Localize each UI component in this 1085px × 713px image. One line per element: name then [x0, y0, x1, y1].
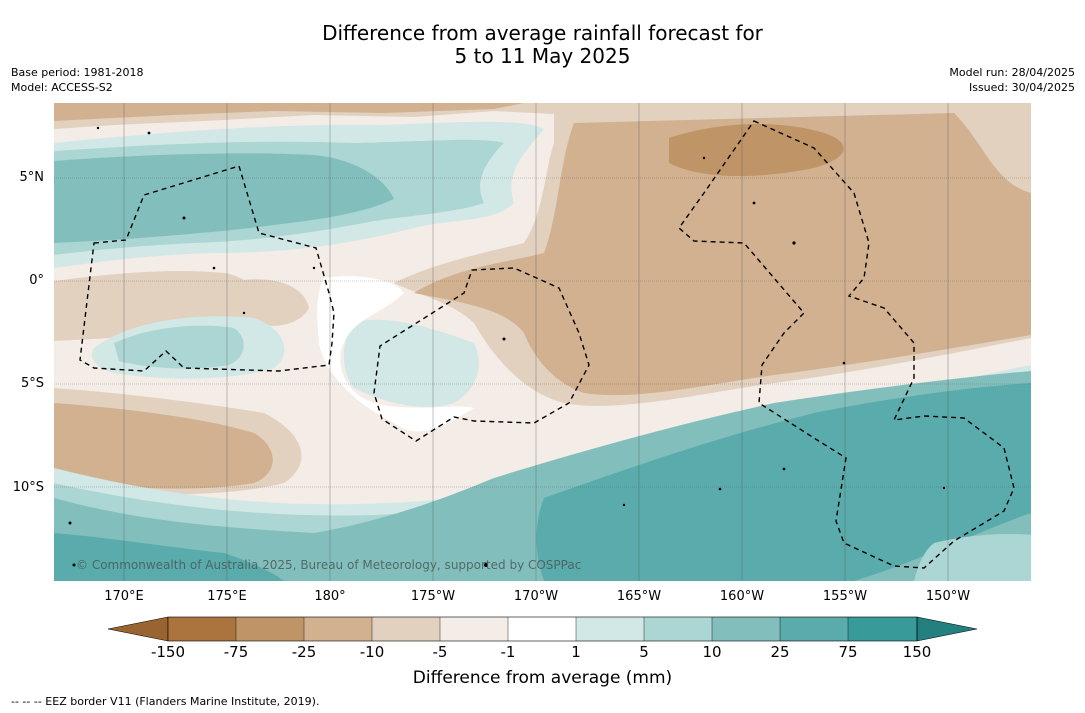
colorbar-bin-9	[712, 617, 780, 641]
lon-label-170e: 170°E	[104, 589, 144, 604]
lon-label-175e: 175°E	[207, 589, 247, 604]
lon-label-180: 180°	[314, 589, 346, 604]
region-wet-south-4	[536, 383, 1031, 581]
colorbar-bin-1	[168, 617, 236, 641]
colorbar-bin-2	[236, 617, 304, 641]
colorbar-bin-11	[848, 617, 917, 641]
issued-date: Issued: 30/04/2025	[968, 81, 1075, 94]
region-wet-northwest-3	[54, 153, 394, 243]
colorbar	[108, 616, 978, 642]
lon-label-155w: 155°W	[822, 589, 868, 604]
region-dry-north-inner	[54, 103, 524, 121]
legend-tick-7: 1	[571, 643, 581, 661]
colorbar-arrow-right	[916, 616, 978, 642]
lon-label-160w: 160°W	[719, 589, 765, 604]
meta-left: Base period: 1981-2018 Model: ACCESS-S2	[11, 65, 143, 95]
region-wet-west-oval-2	[114, 325, 244, 369]
colorbar-bin-6	[508, 617, 576, 641]
region-neutral-corridor	[317, 276, 474, 432]
legend-tick-10: 25	[770, 643, 790, 661]
colorbar-bin-10	[780, 617, 848, 641]
region-wet-south-5	[54, 533, 284, 581]
islands	[68, 126, 946, 567]
legend-tick-5: -5	[432, 643, 448, 661]
legend-tick-11: 75	[838, 643, 858, 661]
legend-title: Difference from average (mm)	[412, 668, 673, 688]
colorbar-dividers	[235, 617, 849, 641]
eez-central	[373, 267, 590, 442]
legend-tick-4: -10	[359, 643, 385, 661]
lon-label-175w: 175°W	[410, 589, 456, 604]
colorbar-bin-5	[440, 617, 508, 641]
eez-east	[678, 120, 1015, 569]
legend-tick-12: 150	[902, 643, 932, 661]
region-dry-east-core	[669, 123, 844, 177]
colorbar-bin-8	[644, 617, 712, 641]
model-name: Model: ACCESS-S2	[11, 81, 113, 94]
lat-label-5s: 5°S	[20, 376, 44, 391]
meta-right: Model run: 28/04/2025 Issued: 30/04/2025	[949, 65, 1075, 95]
map-title: Difference from average rainfall forecas…	[0, 22, 1085, 68]
lon-label-165w: 165°W	[616, 589, 662, 604]
legend-tick-9: 10	[702, 643, 722, 661]
title-line-2: 5 to 11 May 2025	[454, 44, 631, 68]
colorbar-arrow-left	[108, 616, 169, 642]
copyright-credit: © Commonwealth of Australia 2025, Bureau…	[76, 558, 582, 572]
colorbar-bin-3	[304, 617, 372, 641]
lat-label-5n: 5°N	[19, 170, 45, 185]
region-dry-west-patch	[234, 279, 309, 326]
eez-borders	[79, 120, 1015, 569]
eez-footnote: -- -- -- EEZ border V11 (Flanders Marine…	[11, 695, 320, 708]
legend-tick-1: -150	[150, 643, 186, 661]
lat-label-10s: 10°S	[12, 480, 44, 495]
model-run: Model run: 28/04/2025	[949, 66, 1075, 79]
region-dry-southwest-2	[54, 403, 273, 489]
legend-tick-8: 5	[639, 643, 649, 661]
colorbar-bin-7	[576, 617, 644, 641]
region-wet-southeast-edge	[914, 533, 1031, 581]
legend-tick-6: -1	[500, 643, 516, 661]
legend-tick-2: -75	[223, 643, 249, 661]
colorbar-frame	[167, 616, 918, 642]
lon-label-170w: 170°W	[513, 589, 559, 604]
rainfall-anomaly-map	[54, 103, 1031, 581]
lon-label-150w: 150°W	[925, 589, 971, 604]
lat-label-0: 0°	[29, 273, 44, 288]
graticule	[54, 103, 1031, 581]
base-period: Base period: 1981-2018	[11, 66, 144, 79]
region-dry-east-2	[414, 113, 1031, 396]
region-wet-central	[343, 319, 479, 408]
legend-tick-3: -25	[291, 643, 317, 661]
eez-west	[79, 165, 335, 372]
colorbar-bin-4	[372, 617, 440, 641]
title-line-1: Difference from average rainfall forecas…	[322, 21, 763, 45]
